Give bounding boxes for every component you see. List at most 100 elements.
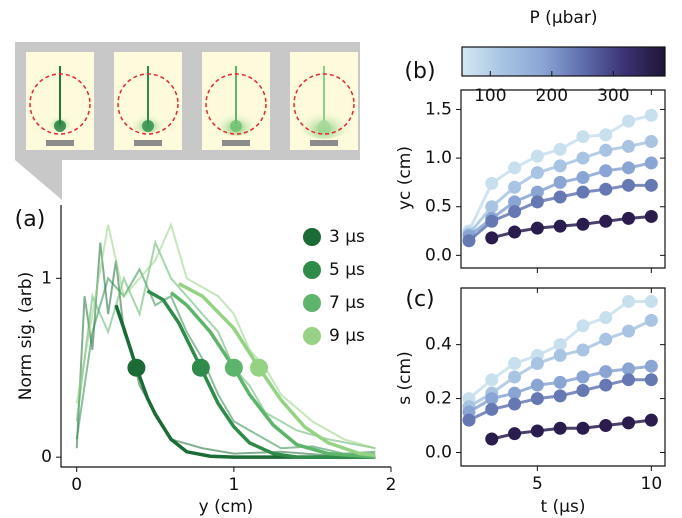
point (576, 185, 590, 199)
point (508, 225, 522, 239)
point (622, 373, 636, 387)
point (622, 362, 636, 376)
point (644, 373, 658, 387)
y-tick-label: 0.4 (425, 335, 452, 355)
point (530, 424, 544, 438)
y-tick-label: 0.5 (425, 197, 452, 217)
inset-bar (134, 140, 162, 146)
x-tick-label: 5 (532, 474, 543, 494)
point (530, 378, 544, 392)
point (485, 231, 499, 245)
point (644, 156, 658, 170)
point (576, 217, 590, 231)
y-tick-label: 0 (41, 447, 52, 467)
inset-blob (230, 120, 242, 132)
point (530, 392, 544, 406)
colorbar-tick-label: 300 (597, 86, 629, 106)
point (508, 180, 522, 194)
point (485, 373, 499, 387)
point (576, 343, 590, 357)
fit-line (114, 304, 376, 459)
legend-marker (303, 294, 321, 312)
axes-frame (460, 287, 666, 467)
point (553, 159, 567, 173)
y-axis-label: yc (cm) (395, 146, 415, 210)
point (576, 421, 590, 435)
point (622, 416, 636, 430)
point (599, 182, 613, 196)
point (530, 195, 544, 209)
inset-bar (46, 140, 74, 146)
raw-trace (75, 221, 376, 450)
point (622, 139, 636, 153)
marker (224, 358, 243, 377)
point (599, 332, 613, 346)
marker (127, 358, 146, 377)
x-tick-label: 2 (386, 475, 397, 495)
point (622, 211, 636, 225)
point (508, 161, 522, 175)
inset-callout (15, 42, 360, 200)
point (644, 108, 658, 122)
point (644, 209, 658, 223)
legend-label: 3 µs (329, 227, 365, 247)
point (508, 370, 522, 384)
fit-line (169, 291, 376, 459)
point (485, 214, 499, 228)
point (553, 338, 567, 352)
axes-frame (60, 205, 391, 468)
inset-blob (142, 120, 154, 132)
x-axis-label: t (µs) (540, 497, 585, 517)
y-tick-label: 0.0 (425, 443, 452, 463)
inset-circle (117, 73, 179, 135)
point (622, 161, 636, 175)
x-tick-label: 1 (228, 475, 239, 495)
point (599, 311, 613, 325)
colorbar-label: P (µbar) (530, 8, 598, 28)
point (485, 392, 499, 406)
point (599, 214, 613, 228)
point (508, 427, 522, 441)
raw-trace (75, 267, 376, 455)
point (530, 357, 544, 371)
inset-bar (310, 140, 338, 146)
point (599, 419, 613, 433)
point (576, 370, 590, 384)
inset-blob (54, 120, 66, 132)
point (599, 164, 613, 178)
point (553, 190, 567, 204)
x-tick-label: 0 (71, 475, 82, 495)
y-tick-label: 0.0 (425, 245, 452, 265)
point (508, 386, 522, 400)
point (462, 234, 476, 248)
point (530, 149, 544, 163)
point (599, 365, 613, 379)
point (644, 135, 658, 149)
y-tick-label: 1 (41, 268, 52, 288)
colorbar-tick-label: 100 (474, 86, 506, 106)
marker (191, 358, 210, 377)
inset-circle (29, 73, 91, 135)
point (622, 324, 636, 338)
marker (250, 358, 268, 377)
colorbar (461, 46, 666, 77)
legend-marker (303, 228, 321, 246)
panel-label: (a) (15, 207, 46, 232)
fit-line (178, 282, 376, 458)
point (576, 130, 590, 144)
x-tick-label: 10 (641, 474, 663, 494)
point (530, 185, 544, 199)
inset-blob (318, 120, 330, 132)
axes-frame (460, 89, 666, 269)
point (576, 171, 590, 185)
point (508, 357, 522, 371)
point (553, 219, 567, 233)
point (599, 128, 613, 142)
point (485, 176, 499, 190)
point (622, 114, 636, 128)
point (553, 175, 567, 189)
point (644, 413, 658, 427)
point (462, 413, 476, 427)
point (553, 421, 567, 435)
point (644, 313, 658, 327)
